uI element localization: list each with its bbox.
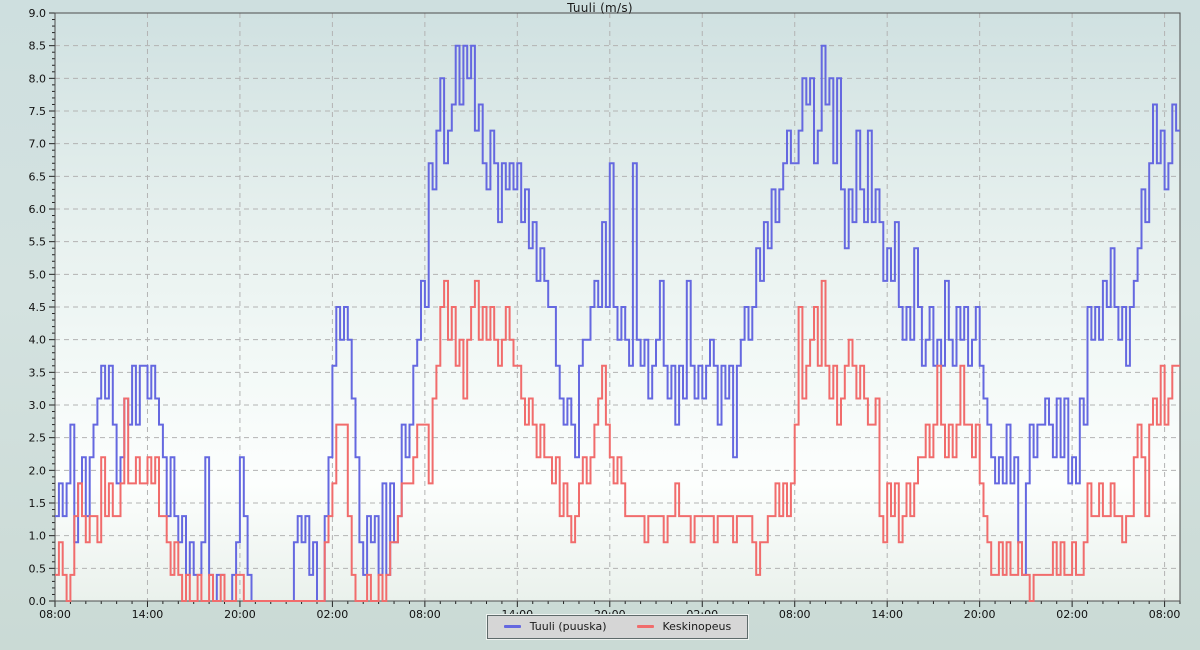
x-tick-label: 20:00	[224, 608, 256, 621]
x-tick-label: 02:00	[686, 608, 718, 621]
y-tick-label: 1.0	[29, 530, 47, 543]
plot-frame	[54, 12, 1181, 602]
y-tick-label: 8.5	[29, 40, 47, 53]
chart-title: Tuuli (m/s)	[567, 1, 633, 15]
y-tick-label: 7.5	[29, 105, 47, 118]
x-tick-label: 14:00	[501, 608, 533, 621]
x-tick-label: 02:00	[1056, 608, 1088, 621]
y-tick-label: 7.0	[29, 138, 47, 151]
x-tick-label: 20:00	[964, 608, 996, 621]
x-tick-label: 08:00	[779, 608, 811, 621]
y-tick-label: 5.5	[29, 236, 47, 249]
y-tick-label: 6.5	[29, 170, 47, 183]
y-tick-label: 0.5	[29, 562, 47, 575]
series-line-average	[55, 279, 1180, 602]
x-tick-label: 14:00	[871, 608, 903, 621]
y-tick-label: 3.5	[29, 366, 47, 379]
y-tick-label: 2.5	[29, 432, 47, 445]
x-tick-label: 20:00	[594, 608, 626, 621]
y-tick-label: 5.0	[29, 268, 47, 281]
y-tick-label: 1.5	[29, 497, 47, 510]
y-tick-label: 8.0	[29, 72, 47, 85]
y-tick-label: 3.0	[29, 399, 47, 412]
y-tick-label: 4.0	[29, 334, 47, 347]
x-tick-label: 08:00	[1149, 608, 1181, 621]
x-tick-label: 08:00	[409, 608, 441, 621]
x-tick-label: 08:00	[39, 608, 71, 621]
y-tick-label: 0.0	[29, 595, 47, 608]
y-tick-label: 4.5	[29, 301, 47, 314]
series-line-gust	[55, 44, 1180, 602]
x-tick-label: 02:00	[317, 608, 349, 621]
y-tick-label: 6.0	[29, 203, 47, 216]
y-tick-label: 2.0	[29, 464, 47, 477]
x-tick-label: 14:00	[132, 608, 164, 621]
y-tick-label: 9.0	[29, 7, 47, 20]
